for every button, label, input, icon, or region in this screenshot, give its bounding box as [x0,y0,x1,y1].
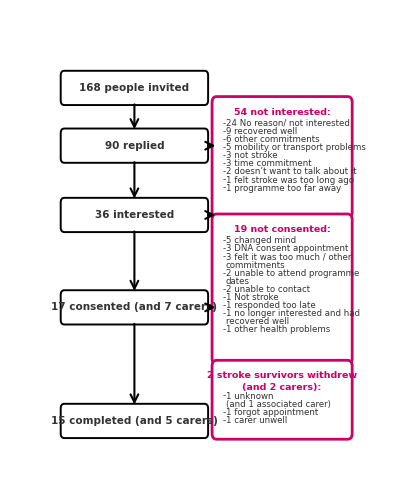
Text: -: - [222,152,225,160]
FancyBboxPatch shape [212,96,352,218]
Text: -: - [222,408,225,416]
Text: 1 forgot appointment: 1 forgot appointment [226,408,318,416]
Text: -: - [222,119,225,128]
Text: 1 responded too late: 1 responded too late [226,301,316,310]
Text: -: - [222,416,225,425]
Text: 2 stroke survivors withdrew
(and 2 carers):: 2 stroke survivors withdrew (and 2 carer… [207,372,357,392]
Text: 2 doesn’t want to talk about it: 2 doesn’t want to talk about it [226,168,356,176]
Text: 1 no longer interested and had: 1 no longer interested and had [226,309,360,318]
Text: recovered well: recovered well [226,317,289,326]
Text: -: - [222,244,225,254]
Text: -: - [222,309,225,318]
Text: -: - [222,326,225,334]
FancyBboxPatch shape [61,71,208,105]
Text: 3 DNA consent appointment: 3 DNA consent appointment [226,244,348,254]
Text: -: - [222,285,225,294]
Text: 1 unknown: 1 unknown [226,392,273,400]
Text: 3 felt it was too much / other: 3 felt it was too much / other [226,252,351,262]
Text: 6 other commitments: 6 other commitments [226,135,320,144]
Text: 2 unable to contact: 2 unable to contact [226,285,310,294]
Text: 1 programme too far away: 1 programme too far away [226,184,341,192]
Text: -: - [222,176,225,184]
FancyBboxPatch shape [212,360,352,439]
Text: 24 No reason/ not interested: 24 No reason/ not interested [226,119,350,128]
FancyBboxPatch shape [61,198,208,232]
Text: -: - [222,268,225,278]
Text: 9 recovered well: 9 recovered well [226,127,297,136]
Text: -: - [222,160,225,168]
Text: -: - [222,127,225,136]
Text: 90 replied: 90 replied [105,140,164,150]
Text: 1 Not stroke: 1 Not stroke [226,293,278,302]
Text: 3 not stroke: 3 not stroke [226,152,277,160]
Text: commitments: commitments [226,260,285,270]
Text: -: - [222,252,225,262]
Text: 5 mobility or transport problems: 5 mobility or transport problems [226,143,365,152]
Text: 1 other health problems: 1 other health problems [226,326,330,334]
Text: 15 completed (and 5 carers): 15 completed (and 5 carers) [51,416,218,426]
FancyBboxPatch shape [61,404,208,438]
Text: 54 not interested:: 54 not interested: [234,108,331,116]
Text: dates: dates [226,277,250,286]
Text: -: - [222,293,225,302]
FancyBboxPatch shape [61,128,208,163]
Text: -: - [222,135,225,144]
Text: 19 not consented:: 19 not consented: [234,225,331,234]
Text: 168 people invited: 168 people invited [79,83,189,93]
Text: -: - [222,168,225,176]
Text: 36 interested: 36 interested [95,210,174,220]
Text: -: - [222,301,225,310]
FancyBboxPatch shape [61,290,208,324]
Text: -: - [222,236,225,246]
Text: -: - [222,184,225,192]
Text: 3 time commitment: 3 time commitment [226,160,311,168]
Text: -: - [222,392,225,400]
Text: (and 1 associated carer): (and 1 associated carer) [226,400,331,408]
Text: 1 felt stroke was too long ago: 1 felt stroke was too long ago [226,176,354,184]
Text: 1 carer unwell: 1 carer unwell [226,416,287,425]
Text: -: - [222,143,225,152]
Text: 5 changed mind: 5 changed mind [226,236,296,246]
Text: 17 consented (and 7 carers): 17 consented (and 7 carers) [51,302,217,312]
FancyBboxPatch shape [212,214,352,364]
Text: 2 unable to attend programme: 2 unable to attend programme [226,268,359,278]
